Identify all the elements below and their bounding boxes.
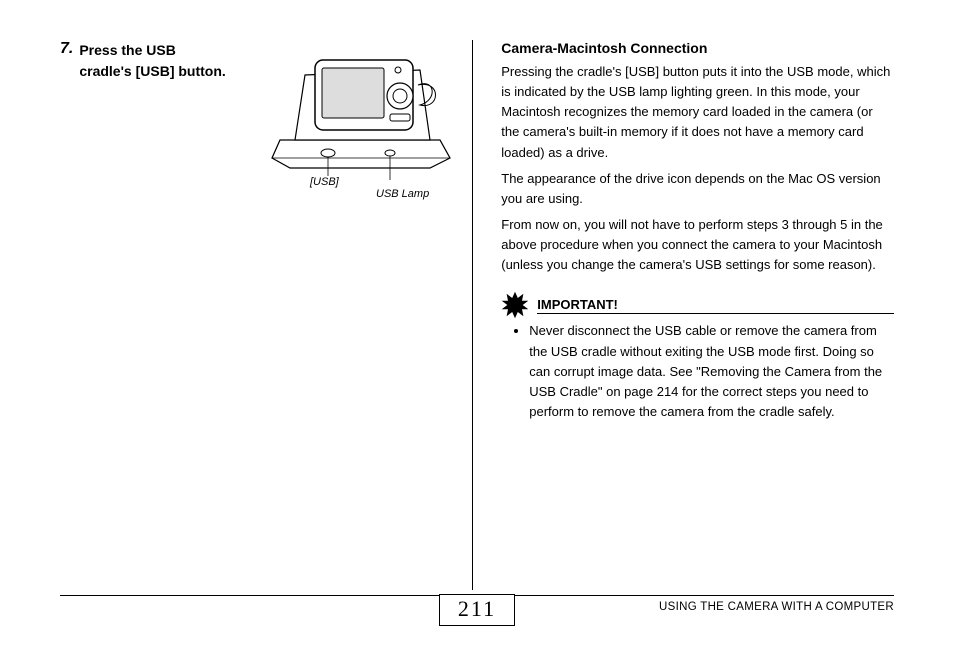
right-column: Camera-Macintosh Connection Pressing the… — [472, 40, 894, 590]
connection-heading: Camera-Macintosh Connection — [501, 40, 894, 56]
step-text: Press the USB cradle's [USB] button. — [79, 40, 225, 82]
left-column: 7. Press the USB cradle's [USB] button. — [60, 40, 442, 590]
page: 7. Press the USB cradle's [USB] button. — [0, 0, 954, 646]
important-label: IMPORTANT! — [537, 297, 894, 314]
important-bullet: Never disconnect the USB cable or remove… — [529, 321, 894, 422]
step-number: 7. — [60, 40, 73, 82]
important-row: IMPORTANT! — [501, 291, 894, 319]
page-number: 211 — [439, 594, 515, 626]
paragraph-2: The appearance of the drive icon depends… — [501, 169, 894, 209]
paragraph-1: Pressing the cradle's [USB] button puts … — [501, 62, 894, 163]
figure-label-lamp: USB Lamp — [376, 188, 429, 200]
footer: 211 USING THE CAMERA WITH A COMPUTER — [60, 595, 894, 628]
cradle-illustration — [270, 40, 460, 180]
section-name: USING THE CAMERA WITH A COMPUTER — [659, 601, 894, 613]
footer-row: 211 USING THE CAMERA WITH A COMPUTER — [60, 594, 894, 628]
burst-icon — [501, 291, 529, 319]
important-list: Never disconnect the USB cable or remove… — [501, 321, 894, 426]
figure-label-usb: [USB] — [310, 176, 339, 188]
cradle-figure: [USB] USB Lamp — [270, 40, 490, 240]
paragraph-3: From now on, you will not have to perfor… — [501, 215, 894, 275]
step-line2: cradle's [USB] button. — [79, 63, 225, 79]
content-columns: 7. Press the USB cradle's [USB] button. — [60, 40, 894, 590]
step-line1: Press the USB — [79, 42, 175, 58]
